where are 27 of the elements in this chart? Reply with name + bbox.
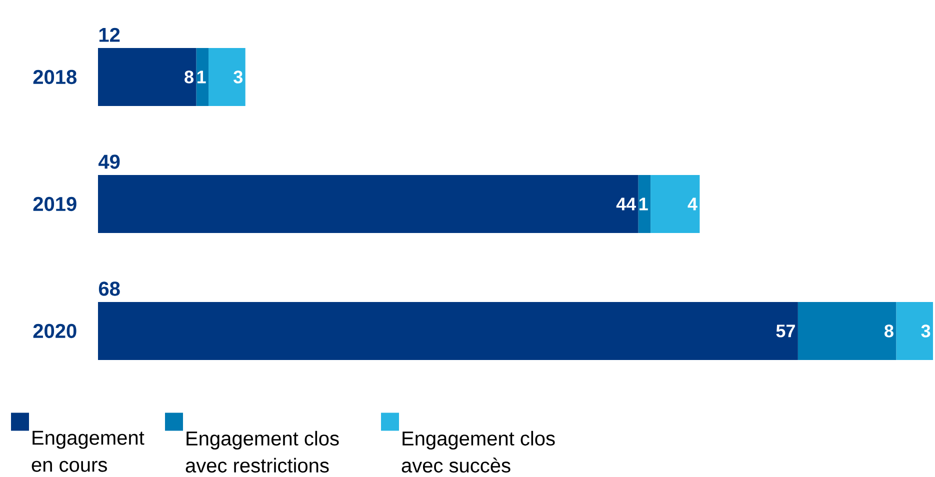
bar — [98, 48, 196, 106]
bar — [98, 302, 798, 360]
bar — [98, 175, 638, 234]
y-tick-label: 2019 — [33, 196, 76, 212]
data-label: 1 — [197, 70, 206, 84]
bar — [896, 302, 934, 360]
legend-label: Engagement en cours — [32, 430, 144, 472]
y-tick-label: 2018 — [33, 70, 77, 84]
bar — [196, 48, 209, 106]
data-label: 3 — [234, 70, 243, 84]
data-label: 4 — [688, 198, 698, 210]
total-label: 68 — [98, 282, 120, 296]
bar — [208, 48, 246, 106]
y-tick-label: 2020 — [33, 324, 76, 338]
data-label: 3 — [921, 324, 930, 338]
data-label: 8 — [184, 70, 194, 84]
legend-label: Engagement clos avec restrictions — [186, 430, 339, 473]
bar — [638, 175, 651, 234]
data-label: 8 — [884, 324, 894, 338]
data-label: 1 — [640, 198, 648, 210]
legend-label: Engagement clos avec succès — [402, 430, 555, 473]
total-label: 12 — [99, 28, 120, 42]
data-label: 57 — [776, 324, 795, 338]
bar — [650, 175, 700, 234]
total-label: 49 — [98, 154, 120, 169]
data-label: 44 — [616, 198, 636, 210]
bar — [798, 302, 896, 360]
